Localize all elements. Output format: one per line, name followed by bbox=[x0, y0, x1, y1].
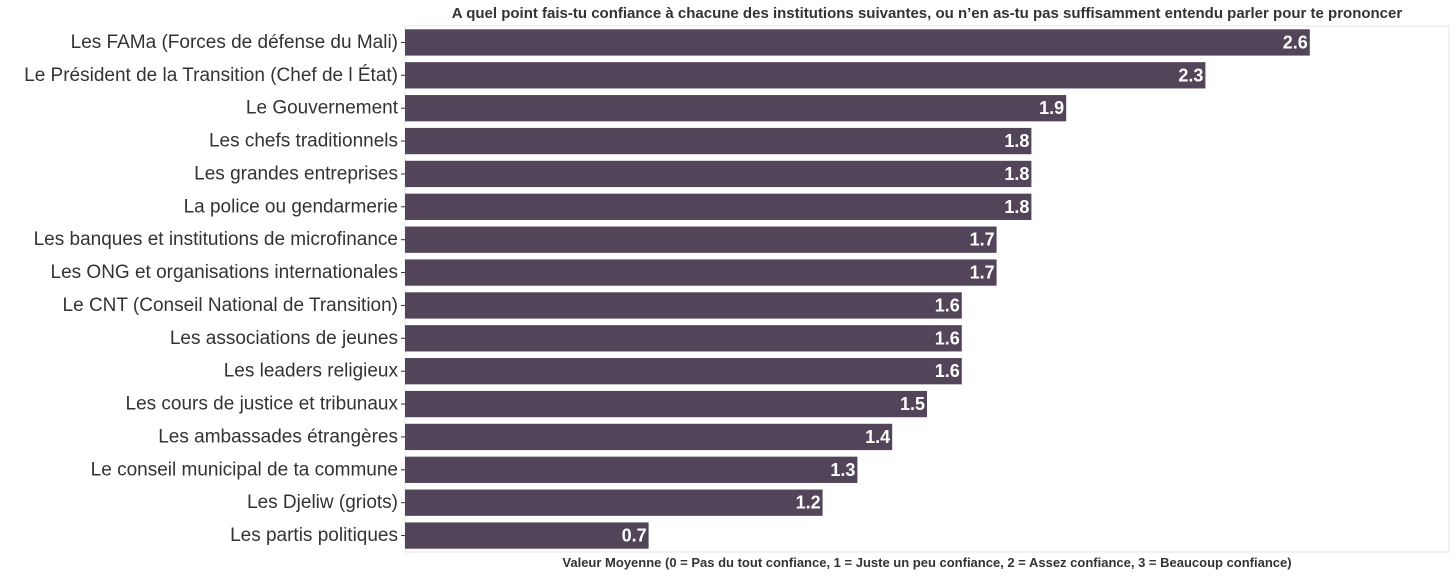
bar-value-label: 2.3 bbox=[1178, 65, 1203, 85]
bar bbox=[405, 160, 1032, 188]
y-tick-label: Le CNT (Conseil National de Transition) bbox=[63, 295, 398, 316]
y-tick-label: Les grandes entreprises bbox=[194, 163, 398, 184]
bar bbox=[405, 259, 997, 286]
x-axis-label: Valeur Moyenne (0 = Pas du tout confianc… bbox=[562, 555, 1292, 570]
bar bbox=[405, 29, 1310, 56]
bar-value-label: 1.8 bbox=[1004, 131, 1029, 151]
bar-value-label: 1.8 bbox=[1004, 164, 1029, 184]
y-tick-label: Le conseil municipal de ta commune bbox=[91, 459, 398, 480]
bar-value-label: 1.6 bbox=[935, 295, 960, 315]
y-tick-label: Les banques et institutions de microfina… bbox=[34, 229, 398, 250]
bar-value-label: 1.4 bbox=[865, 427, 890, 447]
bar bbox=[405, 226, 997, 253]
bar-value-label: 2.6 bbox=[1283, 32, 1308, 52]
bar bbox=[405, 489, 823, 516]
y-tick-label: Les cours de justice et tribunaux bbox=[126, 394, 399, 415]
y-tick-label: La police ou gendarmerie bbox=[184, 196, 398, 217]
y-tick-label: Les ONG et organisations internationales bbox=[51, 262, 398, 283]
plot-panel-border bbox=[404, 25, 1450, 553]
y-tick-label: Les FAMa (Forces de défense du Mali) bbox=[71, 32, 398, 53]
chart-title: A quel point fais-tu confiance à chacune… bbox=[451, 5, 1403, 22]
y-tick-label: Les partis politiques bbox=[230, 525, 398, 546]
y-tick-label: Le Président de la Transition (Chef de l… bbox=[24, 65, 398, 86]
y-tick-label: Les chefs traditionnels bbox=[209, 131, 398, 152]
bar bbox=[405, 390, 927, 418]
y-tick-label: Les leaders religieux bbox=[224, 361, 399, 382]
bar-value-label: 1.6 bbox=[935, 328, 960, 348]
bar bbox=[405, 95, 1067, 122]
bar-value-label: 1.8 bbox=[1004, 197, 1029, 217]
bar-value-label: 1.7 bbox=[970, 263, 995, 283]
y-tick-label: Les Djeliw (griots) bbox=[247, 492, 398, 513]
bar-value-label: 1.9 bbox=[1039, 98, 1064, 118]
bar-value-label: 0.7 bbox=[622, 526, 647, 546]
y-tick-label: Les ambassades étrangères bbox=[158, 426, 398, 447]
bar bbox=[405, 292, 962, 319]
bar-value-label: 1.3 bbox=[830, 460, 855, 480]
bar-value-label: 1.5 bbox=[900, 394, 925, 414]
bar-value-label: 1.6 bbox=[935, 361, 960, 381]
bar bbox=[405, 456, 858, 483]
bar bbox=[405, 62, 1206, 89]
bar bbox=[405, 193, 1032, 220]
bar-value-label: 1.7 bbox=[970, 230, 995, 250]
bar bbox=[405, 423, 893, 451]
bar bbox=[405, 127, 1032, 155]
y-tick-label: Les associations de jeunes bbox=[170, 328, 398, 349]
bar bbox=[405, 522, 649, 549]
bar-value-label: 1.2 bbox=[796, 493, 821, 513]
bar bbox=[405, 358, 962, 385]
y-tick-label: Le Gouvernement bbox=[246, 98, 399, 119]
bar bbox=[405, 325, 962, 352]
